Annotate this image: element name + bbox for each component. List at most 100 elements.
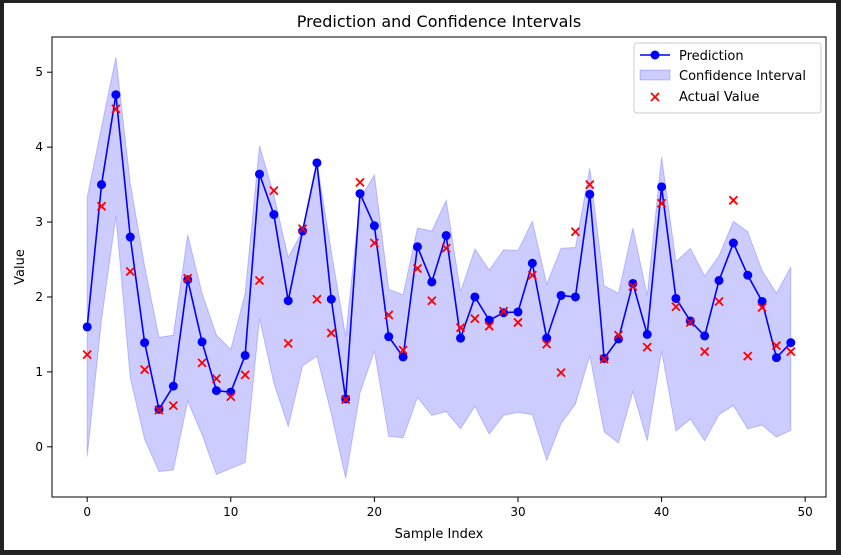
prediction-point xyxy=(743,270,753,280)
legend: Prediction Confidence Interval Actual Va… xyxy=(633,42,822,114)
prediction-point xyxy=(125,232,135,242)
legend-entry-actual-value: Actual Value xyxy=(679,90,760,105)
actual-value-point xyxy=(398,345,408,355)
prediction-point xyxy=(283,296,293,306)
actual-value-point xyxy=(369,238,380,248)
plot-area-border xyxy=(51,36,827,498)
actual-value-point xyxy=(786,347,796,357)
actual-value-point xyxy=(326,328,336,338)
legend-swatch-actual-value xyxy=(650,92,660,102)
actual-value-point xyxy=(656,198,667,208)
actual-value-point xyxy=(527,270,537,280)
y-tick-label: 2 xyxy=(35,290,43,304)
actual-value-point xyxy=(125,266,135,277)
actual-value-point xyxy=(111,104,121,114)
prediction-point xyxy=(786,338,796,348)
prediction-point xyxy=(628,278,638,288)
actual-value-point xyxy=(671,302,681,312)
actual-value-point xyxy=(628,281,638,292)
actual-values-layer xyxy=(82,104,796,415)
actual-value-point xyxy=(254,275,265,286)
prediction-point xyxy=(326,294,336,304)
legend-swatch-confidence-interval xyxy=(639,69,671,81)
x-tick-label: 30 xyxy=(510,505,525,519)
confidence-band xyxy=(86,57,792,479)
y-tick-label: 3 xyxy=(35,215,43,229)
chart-svg: Prediction and Confidence Intervals 0 10 2… xyxy=(13,12,827,542)
actual-value-point xyxy=(384,310,394,320)
actual-value-point xyxy=(728,195,739,205)
x-axis-label: Sample Index xyxy=(395,527,484,542)
prediction-point xyxy=(398,352,408,362)
actual-value-point xyxy=(139,365,150,375)
prediction-point xyxy=(140,338,150,348)
actual-value-point xyxy=(700,347,710,357)
legend-entry-confidence-interval: Confidence Interval xyxy=(679,69,806,84)
actual-value-point xyxy=(542,339,552,349)
x-axis: 0 10 20 30 40 50 xyxy=(83,497,813,519)
chart-title: Prediction and Confidence Intervals xyxy=(297,12,581,31)
prediction-point xyxy=(499,308,509,318)
actual-value-point xyxy=(771,341,782,351)
prediction-point xyxy=(671,293,681,303)
actual-value-point xyxy=(283,338,293,349)
actual-value-point xyxy=(642,342,652,352)
legend-box xyxy=(633,42,822,114)
actual-value-point xyxy=(183,273,193,283)
actual-value-point xyxy=(599,354,609,364)
actual-value-point xyxy=(240,370,250,380)
actual-value-point xyxy=(96,201,107,211)
actual-value-point xyxy=(441,243,451,253)
prediction-point xyxy=(771,353,781,363)
prediction-point xyxy=(642,329,652,339)
prediction-point xyxy=(527,258,537,268)
x-tick-label: 40 xyxy=(654,505,669,519)
actual-value-point xyxy=(556,367,566,378)
prediction-point xyxy=(97,180,107,190)
prediction-point xyxy=(542,333,552,343)
prediction-point xyxy=(570,292,580,302)
confidence-band-layer xyxy=(86,57,792,479)
prediction-point xyxy=(513,307,523,317)
actual-value-point xyxy=(341,394,351,405)
prediction-point xyxy=(585,189,595,199)
y-tick-label: 0 xyxy=(35,440,43,454)
x-tick-label: 50 xyxy=(798,505,813,519)
actual-value-point xyxy=(743,351,753,361)
actual-value-point xyxy=(197,358,207,368)
prediction-point xyxy=(269,210,279,220)
actual-value-point xyxy=(427,296,437,306)
y-tick-label: 4 xyxy=(35,140,43,154)
actual-value-point xyxy=(613,330,624,340)
actual-value-point xyxy=(154,405,164,415)
actual-value-point xyxy=(226,391,236,402)
actual-value-point xyxy=(355,177,365,187)
legend-entry-prediction: Prediction xyxy=(679,49,744,64)
prediction-point xyxy=(168,381,178,391)
prediction-point xyxy=(211,386,221,396)
prediction-point xyxy=(82,322,92,332)
actual-value-point xyxy=(484,321,494,331)
prediction-point xyxy=(255,169,264,179)
actual-value-point xyxy=(714,296,724,307)
prediction-point xyxy=(183,275,193,285)
prediction-point xyxy=(484,315,494,325)
prediction-point xyxy=(556,290,566,300)
prediction-point xyxy=(226,387,236,397)
actual-value-point xyxy=(513,317,523,328)
actual-value-point xyxy=(498,306,509,316)
prediction-point xyxy=(456,333,466,343)
y-axis-label: Value xyxy=(13,249,28,285)
x-tick-label: 0 xyxy=(83,505,91,519)
y-axis: 0 1 2 3 4 5 xyxy=(35,65,52,454)
prediction-point xyxy=(355,189,365,199)
prediction-point xyxy=(714,275,724,285)
prediction-point xyxy=(427,277,437,287)
prediction-point xyxy=(298,226,308,236)
actual-value-point xyxy=(82,350,92,360)
actual-value-point xyxy=(297,224,308,234)
prediction-point xyxy=(657,182,667,192)
chart-canvas: Prediction and Confidence Intervals 0 10 2… xyxy=(4,3,836,550)
actual-value-point xyxy=(211,373,222,384)
